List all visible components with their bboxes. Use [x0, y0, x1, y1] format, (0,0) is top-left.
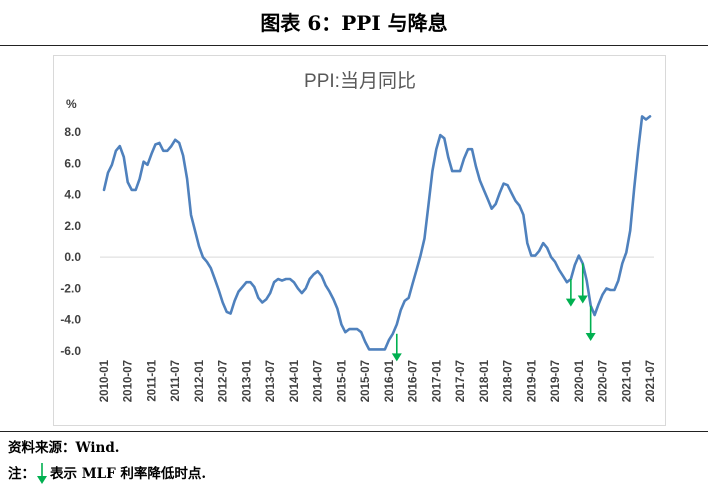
- x-tick-label: 2015-01: [336, 359, 348, 402]
- y-tick-label: 2.0: [64, 219, 81, 233]
- y-tick-label: -6.0: [60, 344, 81, 358]
- x-tick-label: 2020-01: [574, 359, 586, 402]
- mlf-rate-cut-marker: [391, 333, 402, 362]
- green-down-arrow-icon: [37, 463, 47, 484]
- ppi-series-line: [102, 115, 652, 351]
- note-text: 表示 MLF 利率降低时点.: [50, 466, 207, 482]
- x-tick-label: 2012-01: [194, 359, 206, 402]
- ppi-line-chart: PPI:当月同比% 8.0 6.0 4.0 2.0 0.0 -2.0 -4.0 -6.0 2010…: [60, 70, 657, 402]
- y-tick-label: 6.0: [64, 156, 81, 170]
- footer-divider: [0, 431, 708, 432]
- mlf-rate-cut-marker: [577, 263, 588, 304]
- x-tick-label: 2014-07: [313, 360, 325, 402]
- x-tick-label: 2014-01: [289, 359, 301, 402]
- source-line: 资料来源：Wind.: [8, 440, 120, 456]
- mlf-rate-cut-marker: [585, 305, 596, 342]
- y-tick-label: 0.0: [64, 250, 81, 264]
- x-tick-label: 2017-07: [455, 360, 467, 402]
- y-tick-label: -4.0: [60, 313, 81, 327]
- y-axis-unit: %: [66, 97, 77, 111]
- y-tick-label: 8.0: [64, 125, 81, 139]
- x-tick-label: 2011-07: [170, 360, 182, 402]
- x-tick-label: 2020-07: [598, 360, 610, 402]
- chart-frame: PPI:当月同比% 8.0 6.0 4.0 2.0 0.0 -2.0 -4.0 -6.0 2010…: [53, 55, 666, 426]
- figure-title: 图表 6：PPI 与降息: [0, 0, 708, 46]
- chart-title: PPI:当月同比: [304, 70, 416, 92]
- note-prefix: 注：: [8, 466, 35, 482]
- x-tick-label: 2010-01: [99, 359, 111, 402]
- x-tick-label: 2016-01: [384, 359, 396, 402]
- x-tick-label: 2019-07: [550, 360, 562, 402]
- y-tick-label: -2.0: [60, 281, 81, 295]
- x-tick-label: 2018-07: [503, 360, 515, 402]
- y-tick-label: 4.0: [64, 188, 81, 202]
- x-tick-label: 2019-01: [526, 359, 538, 402]
- x-tick-label: 2013-07: [265, 360, 277, 402]
- note-line: 注： 表示 MLF 利率降低时点.: [8, 461, 207, 484]
- x-tick-label: 2021-07: [645, 360, 657, 402]
- x-tick-label: 2010-07: [123, 360, 135, 402]
- x-tick-label: 2015-07: [360, 360, 372, 402]
- x-tick-label: 2012-07: [218, 360, 230, 402]
- x-tick-label: 2017-01: [431, 359, 443, 402]
- x-tick-label: 2013-01: [241, 359, 253, 402]
- x-tick-label: 2021-01: [621, 359, 633, 402]
- x-tick-label: 2016-07: [408, 360, 420, 402]
- x-tick-label: 2018-01: [479, 359, 491, 402]
- mlf-rate-cut-marker: [565, 279, 576, 307]
- x-tick-label: 2011-01: [146, 359, 158, 401]
